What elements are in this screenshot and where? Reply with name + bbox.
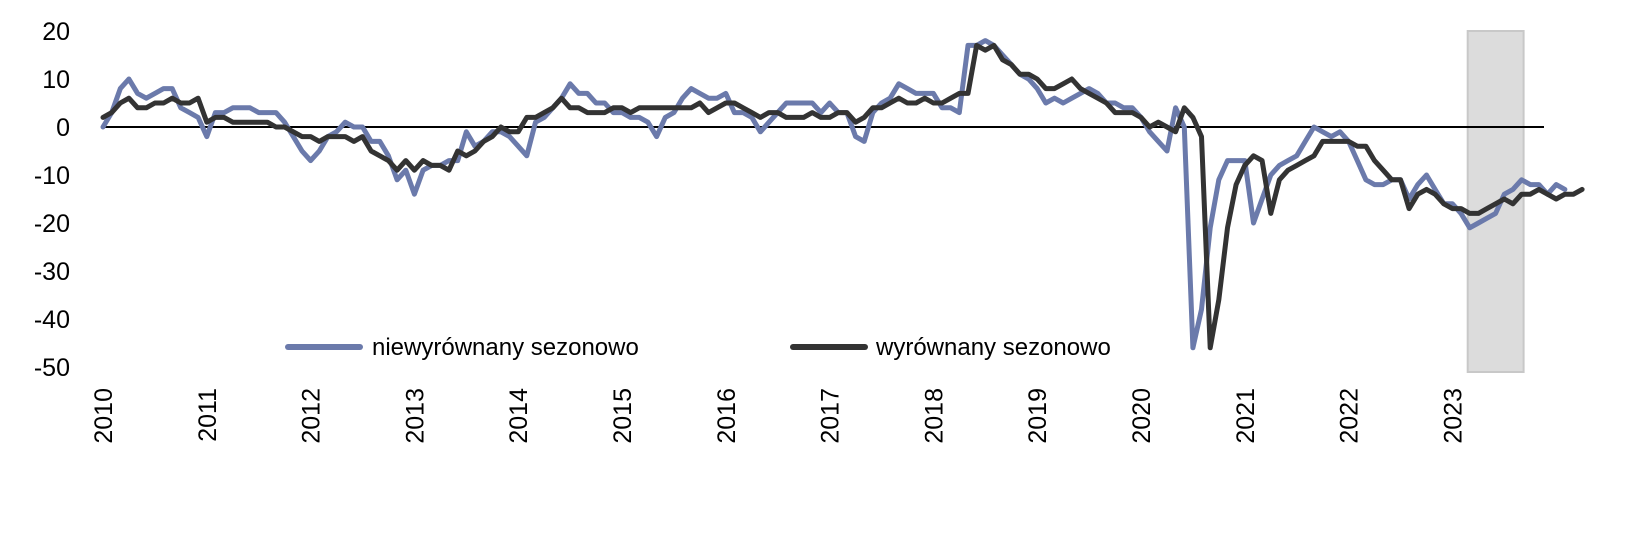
x-tick-label: 2016 [713, 388, 741, 444]
x-tick-label: 2022 [1336, 388, 1364, 444]
x-tick-label: 2019 [1024, 388, 1052, 444]
x-tick-label: 2011 [194, 388, 222, 442]
x-tick-label: 2020 [1128, 388, 1156, 444]
legend-label-niewyrownany: niewyrównany sezonowo [372, 334, 639, 361]
legend: niewyrównany sezonowo wyrównany sezonowo [285, 334, 1111, 361]
y-tick-label: 20 [42, 18, 70, 46]
y-tick-label: -50 [34, 354, 70, 382]
x-axis-tick-labels: 2010 2011 2012 2013 2014 2015 2016 2017 2018 2019… [90, 388, 1467, 444]
legend-label-wyrownany: wyrównany sezonowo [875, 334, 1111, 361]
y-axis-tick-labels: 20 10 0 -10 -20 -30 -40 -50 [34, 18, 70, 382]
series-line-niewyrownany-sezonowo [100, 38, 1568, 351]
x-tick-label: 2017 [817, 388, 845, 444]
y-tick-label: -20 [34, 210, 70, 238]
y-tick-label: -30 [34, 258, 70, 286]
x-tick-label: 2018 [920, 388, 948, 444]
x-tick-label: 2013 [401, 388, 429, 444]
y-tick-label: -40 [34, 306, 70, 334]
series-line-wyrownany-sezonowo [100, 42, 1585, 351]
y-tick-label: -10 [34, 162, 70, 190]
x-tick-label: 2015 [609, 388, 637, 444]
x-tick-label: 2014 [505, 388, 533, 444]
y-tick-label: 0 [56, 114, 70, 142]
x-tick-label: 2021 [1232, 388, 1260, 444]
x-tick-label: 2010 [90, 388, 118, 444]
y-tick-label: 10 [42, 66, 70, 94]
x-tick-label: 2012 [298, 388, 326, 444]
x-tick-label: 2023 [1439, 388, 1467, 444]
